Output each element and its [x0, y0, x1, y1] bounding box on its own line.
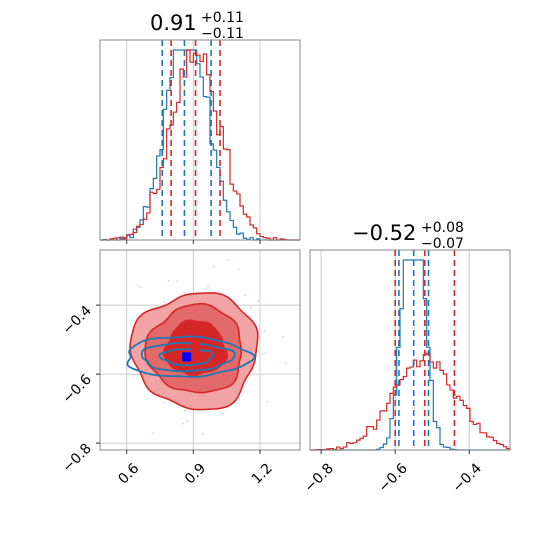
param1-title-value: 0.91: [150, 11, 197, 35]
scatter-point: [167, 279, 170, 282]
scatter-point: [212, 265, 215, 268]
scatter-point: [164, 301, 166, 304]
scatter-point: [136, 285, 139, 287]
blue-marker: [182, 352, 192, 362]
blue-contour-middle: [140, 342, 236, 373]
hist-series-red: [100, 49, 300, 241]
scatter-point: [244, 294, 246, 296]
param2-title-value: −0.52: [352, 221, 416, 245]
scatter-point: [183, 409, 186, 412]
param2-title-minus: −0.07: [421, 236, 464, 252]
scatter-point: [285, 362, 287, 365]
scatter-point: [238, 268, 241, 271]
blue-contour-outer: [126, 335, 256, 378]
scatter-point: [139, 286, 142, 288]
scatter-point: [186, 420, 188, 423]
scatter-point: [152, 432, 154, 435]
joint-contour-panel: 0.6 0.9 1.2−0.4−0.6−0.8: [59, 249, 301, 488]
scatter-point: [264, 352, 267, 354]
param1-title-plus: +0.11: [201, 10, 244, 26]
scatter-point: [207, 285, 209, 287]
scatter-point: [162, 401, 165, 404]
scatter-point: [238, 397, 241, 400]
param2-title: −0.52 +0.08 −0.07: [352, 220, 464, 252]
scatter-point: [227, 259, 230, 261]
red-marker: [191, 342, 201, 352]
param2-title-plus: +0.08: [421, 220, 464, 236]
scatter-point: [176, 280, 178, 283]
param1-title-minus: −0.11: [201, 26, 244, 42]
panel-frame: [99, 39, 301, 241]
scatter-point: [261, 353, 263, 355]
scatter-point: [250, 306, 252, 308]
scatter-point: [263, 330, 266, 333]
scatter-point: [185, 291, 188, 294]
panel-frame: [99, 249, 301, 451]
scatter-point: [266, 400, 269, 403]
hist-param1-panel: [99, 39, 301, 244]
scatter-point: [257, 300, 260, 302]
scatter-point: [202, 432, 204, 435]
scatter-point: [282, 335, 285, 338]
param1-title: 0.91 +0.11 −0.11: [150, 10, 244, 42]
panel-frame: [309, 249, 511, 451]
scatter-point: [182, 422, 184, 425]
